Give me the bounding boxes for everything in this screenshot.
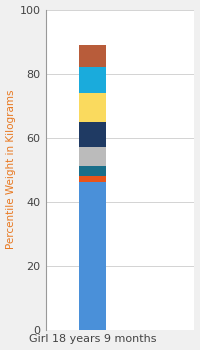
Y-axis label: Percentile Weight in Kilograms: Percentile Weight in Kilograms xyxy=(6,90,16,249)
Bar xyxy=(79,176,106,182)
Bar xyxy=(79,67,106,93)
Bar xyxy=(79,93,106,121)
Bar xyxy=(79,147,106,166)
Bar xyxy=(79,121,106,147)
Bar xyxy=(79,182,106,330)
Bar xyxy=(79,45,106,67)
Bar xyxy=(79,166,106,176)
